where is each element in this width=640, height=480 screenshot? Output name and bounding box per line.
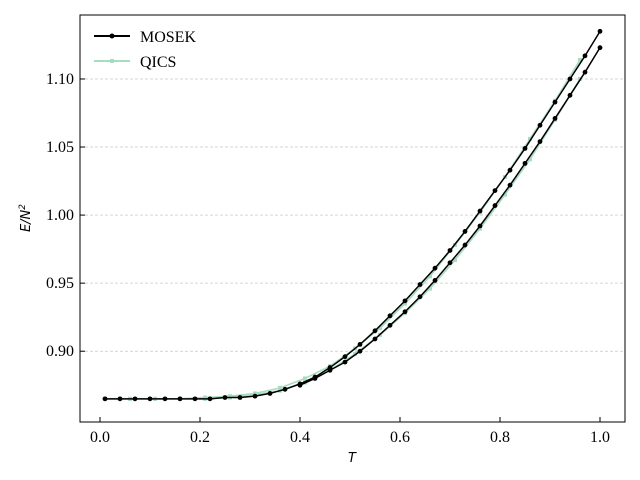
data-point-mosek	[297, 382, 303, 388]
data-point-mosek	[357, 348, 363, 354]
data-point-mosek	[102, 396, 108, 402]
data-point-qics	[528, 157, 532, 162]
data-point-mosek	[177, 396, 183, 402]
x-tick-label: 1.0	[590, 429, 610, 446]
data-point-qics	[378, 326, 382, 331]
data-point-qics	[253, 391, 257, 396]
series-line-mosek	[299, 47, 601, 386]
y-tick-label: 1.05	[46, 139, 74, 156]
data-point-mosek	[432, 278, 438, 283]
data-point-mosek	[537, 139, 543, 144]
data-point-mosek	[492, 203, 498, 208]
x-tick-label: 0.0	[90, 429, 110, 446]
x-tick-label: 0.6	[390, 429, 410, 446]
data-point-qics	[203, 395, 207, 400]
data-point-mosek	[192, 396, 198, 402]
data-point-mosek	[582, 69, 588, 75]
legend-frame	[88, 22, 208, 74]
data-point-mosek	[552, 99, 558, 105]
data-point-mosek	[357, 342, 363, 347]
data-point-mosek	[162, 396, 168, 402]
data-point-mosek	[147, 396, 153, 402]
data-point-qics	[528, 136, 532, 141]
data-point-qics	[403, 301, 407, 306]
data-point-mosek	[552, 116, 558, 121]
plot-series	[102, 28, 603, 402]
data-point-mosek	[282, 386, 288, 392]
data-point-mosek	[582, 53, 588, 59]
data-point-mosek	[462, 229, 468, 234]
data-point-mosek	[567, 92, 573, 98]
data-point-mosek	[342, 359, 348, 365]
x-tick-label: 0.2	[190, 429, 210, 446]
data-point-mosek	[597, 45, 603, 51]
y-tick-label: 0.90	[46, 343, 74, 360]
data-point-mosek	[372, 336, 378, 342]
data-point-qics	[228, 394, 232, 399]
data-point-mosek	[447, 248, 453, 253]
data-point-mosek	[387, 322, 393, 328]
data-point-mosek	[252, 393, 258, 399]
plot-frame	[79, 14, 626, 423]
data-point-mosek	[417, 282, 423, 287]
x-axis-label: T	[348, 451, 357, 466]
data-point-mosek	[597, 28, 603, 34]
data-point-mosek	[132, 396, 138, 402]
data-point-mosek	[477, 208, 483, 214]
data-point-mosek	[117, 396, 123, 402]
axis-ticks: 0.90 0.95 1.00 1.05 1.10 0.0 0.2 0.4 0.6 0.8 1.0	[46, 71, 610, 446]
legend-label-mosek: MOSEK	[140, 29, 196, 46]
data-point-mosek	[342, 354, 348, 360]
y-tick-label: 1.00	[46, 207, 74, 224]
data-point-mosek	[237, 395, 243, 400]
y-axis-label-base: E/N	[19, 209, 34, 232]
series-line-qics	[105, 59, 581, 400]
data-point-mosek	[372, 328, 378, 334]
data-point-qics	[453, 258, 457, 263]
data-point-mosek	[207, 396, 213, 402]
y-tick-label: 1.10	[46, 71, 74, 88]
data-point-mosek	[417, 294, 423, 300]
legend-marker-mosek	[109, 33, 115, 39]
data-point-mosek	[402, 298, 408, 304]
data-point-qics	[503, 192, 507, 197]
data-point-mosek	[522, 145, 528, 151]
legend-marker-qics	[110, 59, 114, 63]
data-point-mosek	[507, 167, 513, 173]
data-point-qics	[428, 286, 432, 291]
series-line-mosek	[105, 30, 601, 400]
y-tick-label: 0.95	[46, 275, 74, 292]
y-axis-label-superscript: 2	[18, 204, 28, 210]
x-tick-label: 0.4	[290, 429, 310, 446]
data-point-mosek	[222, 395, 228, 400]
data-point-mosek	[522, 160, 528, 166]
data-point-mosek	[567, 76, 573, 82]
data-point-mosek	[447, 260, 453, 266]
data-point-mosek	[537, 122, 543, 128]
data-point-mosek	[477, 223, 483, 229]
data-point-mosek	[462, 242, 468, 248]
x-tick-label: 0.8	[490, 429, 510, 446]
data-point-qics	[278, 385, 282, 390]
data-point-mosek	[507, 182, 513, 188]
data-point-mosek	[432, 265, 438, 271]
data-point-mosek	[387, 313, 393, 319]
data-point-mosek	[327, 367, 333, 373]
data-point-mosek	[267, 391, 273, 396]
data-point-qics	[578, 57, 582, 62]
data-point-qics	[428, 274, 432, 279]
data-point-mosek	[402, 309, 408, 315]
data-point-qics	[478, 226, 482, 231]
data-point-mosek	[312, 376, 318, 381]
data-point-mosek	[492, 188, 498, 193]
legend-label-qics: QICS	[140, 54, 176, 71]
legend: MOSEK QICS	[88, 22, 208, 74]
data-point-qics	[303, 376, 307, 381]
y-axis-label: E/N2	[18, 204, 34, 232]
